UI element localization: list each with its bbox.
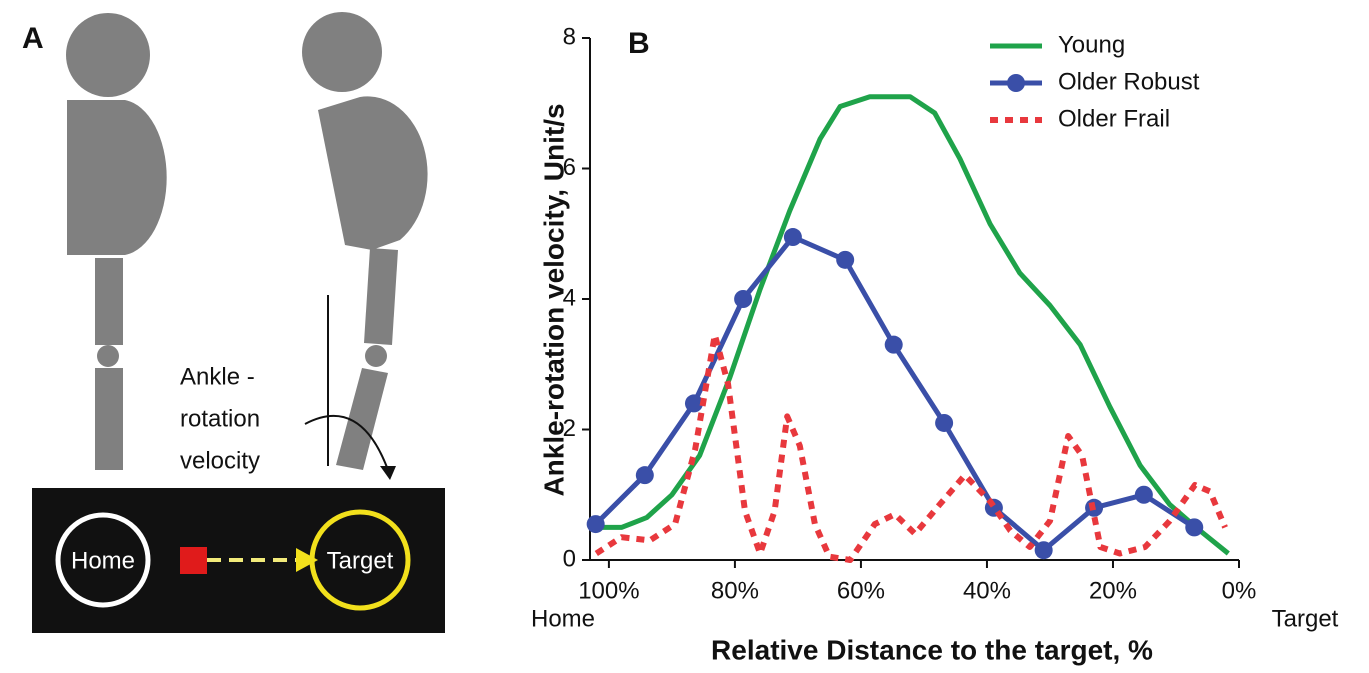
legend-marker	[1007, 74, 1025, 92]
point	[885, 336, 903, 354]
legend-label: Young	[1058, 31, 1125, 58]
point	[587, 515, 605, 533]
x-tick-label: 0%	[1222, 577, 1257, 604]
legend-label: Older Frail	[1058, 105, 1170, 132]
y-tick-label: 6	[563, 154, 576, 181]
x-tick-label: 100%	[578, 577, 639, 604]
panel-label: B	[628, 27, 650, 60]
plot-area: 0 2 4 6 8 100% 80% 60% 40% 20% 0% Young Older Robust…	[563, 23, 1257, 604]
point	[636, 466, 654, 484]
point	[734, 290, 752, 308]
y-tick-label: 8	[563, 23, 576, 50]
x-axis-title: Relative Distance to the target, %	[711, 634, 1153, 665]
y-tick-label: 0	[563, 545, 576, 572]
x-end-label: Target	[1272, 605, 1339, 632]
y-tick-label: 2	[563, 415, 576, 442]
x-start-label: Home	[531, 605, 595, 632]
annotation: velocity	[180, 447, 260, 474]
y-tick-label: 4	[563, 284, 576, 311]
standing-figure	[66, 13, 167, 470]
series-line	[596, 97, 1228, 554]
x-tick-label: 40%	[963, 577, 1011, 604]
x-tick-label: 60%	[837, 577, 885, 604]
point	[1035, 541, 1053, 559]
point	[1185, 518, 1203, 536]
leaning-figure	[302, 12, 428, 470]
home-label: Home	[71, 547, 135, 574]
figure: A Ankle - rotation velocity Home Target …	[0, 0, 1369, 673]
x-tick-label: 20%	[1089, 577, 1137, 604]
point	[836, 251, 854, 269]
x-tick-label: 80%	[711, 577, 759, 604]
point	[935, 414, 953, 432]
legend-label: Older Robust	[1058, 68, 1200, 95]
annotation: Ankle -	[180, 363, 255, 390]
point	[784, 228, 802, 246]
arrow-head	[380, 466, 396, 480]
panel-label: A	[22, 22, 44, 55]
point	[1135, 486, 1153, 504]
annotation: rotation	[180, 405, 260, 432]
cursor	[180, 547, 207, 574]
target-label: Target	[327, 547, 394, 574]
